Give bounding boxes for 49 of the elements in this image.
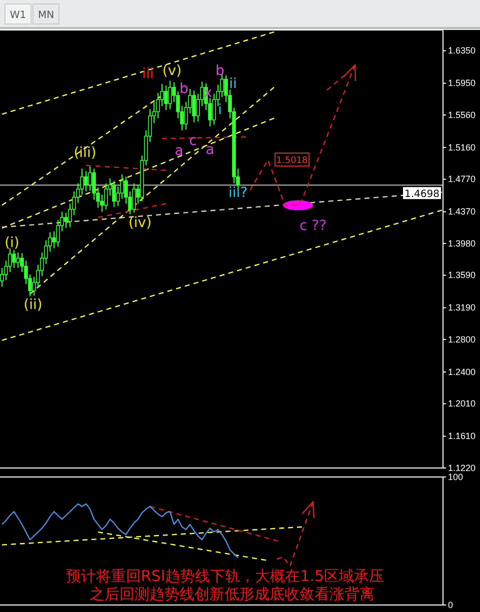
annotation: b <box>180 80 189 97</box>
annotation: 之后回测趋势线创新低形成底收敛看涨背离 <box>90 585 374 603</box>
annotation: a <box>174 142 184 159</box>
annotation: (iii) <box>74 144 96 161</box>
y-tick-label: 0 <box>448 600 454 610</box>
candlestick <box>12 250 16 268</box>
candlestick <box>132 182 136 214</box>
candlestick <box>84 170 88 192</box>
candlestick <box>168 80 172 110</box>
y-tick-label: 1.6350 <box>448 46 476 56</box>
candlestick <box>64 212 68 229</box>
y-tick-label: 1.2010 <box>448 398 476 409</box>
y-tick-label: 1.1220 <box>448 462 476 473</box>
candlestick <box>112 180 116 208</box>
annotation: (iv) <box>128 214 152 231</box>
y-tick-label: 1.2400 <box>448 366 476 377</box>
annotation: a <box>206 142 214 158</box>
y-tick-label: 1.5560 <box>448 110 476 120</box>
annotation: (v) <box>162 62 182 79</box>
y-tick-label: 1.4770 <box>448 174 476 184</box>
y-tick-label: 1.5950 <box>448 78 476 88</box>
y-tick-label: 1.3980 <box>448 238 476 248</box>
tab-button: MN <box>32 4 60 24</box>
y-tick-label: 1.4370 <box>448 206 476 217</box>
tab-button: W1 <box>4 4 32 24</box>
ref-line-label: 1.4698 <box>404 189 440 200</box>
candlestick <box>16 252 20 268</box>
annotation: ii <box>229 76 237 92</box>
candlestick <box>164 85 168 111</box>
y-tick-label: 1.3190 <box>448 302 476 313</box>
annotation: iii? <box>228 184 248 201</box>
annotation: 预计将重回RSI趋势线下轨，大概在1.5区域承压 <box>66 567 384 585</box>
annotation: c ?? <box>299 218 327 234</box>
candlestick <box>88 166 92 192</box>
candlestick <box>104 182 108 210</box>
annotation: iii <box>142 66 154 82</box>
line-series <box>1 503 239 558</box>
y-tick-label: 100 <box>448 472 464 482</box>
annotation: b <box>216 62 225 79</box>
annotation: c <box>189 132 197 149</box>
candlestick <box>192 90 196 123</box>
annotation: (i) <box>4 234 20 251</box>
y-tick-label: 1.3590 <box>448 270 476 280</box>
y-tick-label: 1.1610 <box>448 431 476 442</box>
y-tick-label: 1.2800 <box>448 334 476 344</box>
annotation: 1.5018 <box>276 156 308 166</box>
annotation: i <box>218 102 222 118</box>
annotation: (ii) <box>24 296 42 313</box>
y-tick-label: 1.5160 <box>448 142 476 152</box>
